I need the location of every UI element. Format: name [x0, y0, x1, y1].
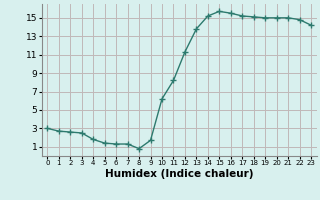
X-axis label: Humidex (Indice chaleur): Humidex (Indice chaleur) [105, 169, 253, 179]
